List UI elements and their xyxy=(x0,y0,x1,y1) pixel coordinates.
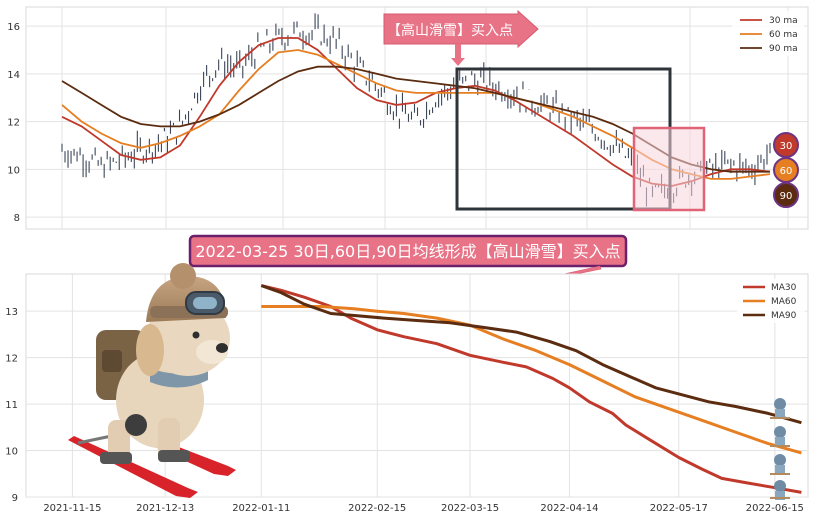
badge-30-label: 30 xyxy=(780,141,793,152)
bottom-y-tick-label: 10 xyxy=(5,447,18,458)
top-y-tick-label: 16 xyxy=(7,22,20,33)
dog-ear xyxy=(136,324,164,376)
tiny-character-4 xyxy=(770,480,790,500)
bottom-x-tick-label: 2022-02-15 xyxy=(348,503,406,514)
badge-90 xyxy=(773,182,799,208)
bottom-panel: 9 10 11 12 13 2021-11-15 2021-12-13 2022-01-11… xyxy=(5,263,809,514)
legend-label-ma60: MA60 xyxy=(771,297,797,307)
bottom-x-tick-label: 2022-01-11 xyxy=(232,503,290,514)
top-legend: 30 ma 60 ma 90 ma xyxy=(732,11,804,56)
beanie-pompom xyxy=(170,263,196,289)
buy-zone-box xyxy=(632,126,706,212)
top-y-ticks: 8 10 12 14 16 xyxy=(7,22,20,224)
dog-leg-left xyxy=(108,420,130,460)
dog-leg-right xyxy=(158,418,180,458)
ski-boot-right xyxy=(158,450,190,462)
top-buy-point-label: 【高山滑雪】买入点 xyxy=(383,9,539,66)
skiing-dog-illustration xyxy=(68,263,236,498)
badge-90-label: 90 xyxy=(780,191,793,202)
bottom-y-tick-label: 13 xyxy=(5,307,18,318)
tiny-characters xyxy=(770,398,790,500)
bottom-y-tick-label: 12 xyxy=(5,354,18,365)
bottom-x-tick-label: 2022-05-17 xyxy=(650,503,708,514)
ma-badges: 30 60 90 xyxy=(773,132,799,208)
main-annotation-box xyxy=(188,234,628,268)
goggles-lens xyxy=(193,297,217,309)
legend-label-ma30: MA30 xyxy=(771,283,797,293)
top-panel: 8 10 12 14 16 【高山滑雪】买入点 30 ma 60 ma 90 ma 30 xyxy=(7,6,809,230)
tiny-character-3 xyxy=(770,454,790,475)
bottom-ma-line-1 xyxy=(261,305,802,455)
bottom-x-ticks: 2021-11-15 2021-12-13 2022-01-11 2022-02-15… xyxy=(43,503,804,514)
bottom-ma-line-2 xyxy=(260,284,802,425)
tiny-character-2 xyxy=(770,426,790,447)
main-annotation-text: 2022-03-25 30日,60日,90日均线形成【高山滑雪】买入点 xyxy=(195,242,620,261)
top-buy-point-text: 【高山滑雪】买入点 xyxy=(387,22,513,39)
ski-left xyxy=(68,436,198,498)
badge-60-label: 60 xyxy=(780,166,793,177)
bottom-x-tick-label: 2022-03-15 xyxy=(441,503,499,514)
legend-label-90: 90 ma xyxy=(769,44,798,54)
dog-glove xyxy=(125,414,147,436)
bottom-x-tick-label: 2021-11-15 xyxy=(43,503,101,514)
top-y-tick-label: 14 xyxy=(7,70,20,81)
backpack-pocket xyxy=(102,350,122,372)
bottom-legend: MA30 MA60 MA90 xyxy=(737,279,805,323)
ski-boot-left xyxy=(100,452,132,464)
bottom-x-tick-label: 2022-04-14 xyxy=(540,503,598,514)
down-arrow-icon xyxy=(451,44,465,66)
bottom-y-ticks: 9 10 11 12 13 xyxy=(5,307,18,504)
bottom-x-tick-label: 2021-12-13 xyxy=(136,503,194,514)
dog-nose xyxy=(216,343,228,353)
dog-scarf xyxy=(150,366,208,388)
top-y-tick-label: 8 xyxy=(14,213,20,224)
dog-eye xyxy=(192,331,200,339)
bottom-x-tick-label: 2022-06-15 xyxy=(746,503,804,514)
legend-label-ma90: MA90 xyxy=(771,311,797,321)
tiny-character-1 xyxy=(770,398,790,419)
legend-label-60: 60 ma xyxy=(769,30,798,40)
bottom-ma-lines xyxy=(260,284,802,494)
bottom-y-tick-label: 9 xyxy=(12,493,18,504)
top-y-tick-label: 10 xyxy=(7,165,20,176)
legend-label-30: 30 ma xyxy=(769,16,798,26)
bottom-y-tick-label: 11 xyxy=(5,400,18,411)
top-y-tick-label: 12 xyxy=(7,118,20,129)
main-annotation: 2022-03-25 30日,60日,90日均线形成【高山滑雪】买入点 xyxy=(188,234,628,285)
